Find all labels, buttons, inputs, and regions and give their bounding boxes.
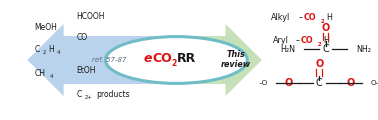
Text: 2: 2 xyxy=(171,59,177,67)
Text: CO: CO xyxy=(153,52,172,65)
Text: 2: 2 xyxy=(318,42,322,47)
Text: 2+: 2+ xyxy=(84,95,92,100)
Text: H: H xyxy=(326,13,332,22)
Text: O–: O– xyxy=(371,80,378,86)
Text: CO: CO xyxy=(76,33,87,42)
Text: C: C xyxy=(34,45,40,54)
Text: O: O xyxy=(284,78,293,88)
Text: H₂N: H₂N xyxy=(280,45,295,54)
Text: HCOOH: HCOOH xyxy=(76,12,105,21)
Text: CH: CH xyxy=(34,69,46,78)
Text: 2: 2 xyxy=(321,19,324,24)
Text: Alkyl: Alkyl xyxy=(271,13,290,22)
Text: RR: RR xyxy=(177,52,197,65)
Text: C: C xyxy=(76,90,82,99)
Text: C: C xyxy=(322,44,329,54)
Text: –: – xyxy=(295,36,299,45)
Text: e: e xyxy=(144,52,152,65)
Text: –: – xyxy=(298,13,302,22)
Text: 4: 4 xyxy=(50,74,54,79)
Circle shape xyxy=(105,37,247,83)
Text: 4: 4 xyxy=(56,50,60,55)
Text: C: C xyxy=(316,78,323,88)
Text: O: O xyxy=(315,59,324,69)
Text: CO: CO xyxy=(304,13,316,22)
Text: EtOH: EtOH xyxy=(76,66,96,75)
Text: H: H xyxy=(323,36,329,45)
Text: –O: –O xyxy=(258,80,268,86)
Text: H: H xyxy=(48,45,54,54)
Text: Aryl: Aryl xyxy=(273,36,289,45)
Text: ref. 57-87: ref. 57-87 xyxy=(92,57,126,63)
Text: O: O xyxy=(346,78,355,88)
Text: CO: CO xyxy=(301,36,313,45)
FancyArrow shape xyxy=(180,24,262,96)
FancyArrow shape xyxy=(27,24,173,96)
Text: MeOH: MeOH xyxy=(34,23,57,31)
Text: NH₂: NH₂ xyxy=(356,45,371,54)
Text: 2: 2 xyxy=(43,50,46,55)
Text: O: O xyxy=(321,23,330,33)
Text: products: products xyxy=(96,90,130,99)
Text: This
review: This review xyxy=(221,50,251,69)
